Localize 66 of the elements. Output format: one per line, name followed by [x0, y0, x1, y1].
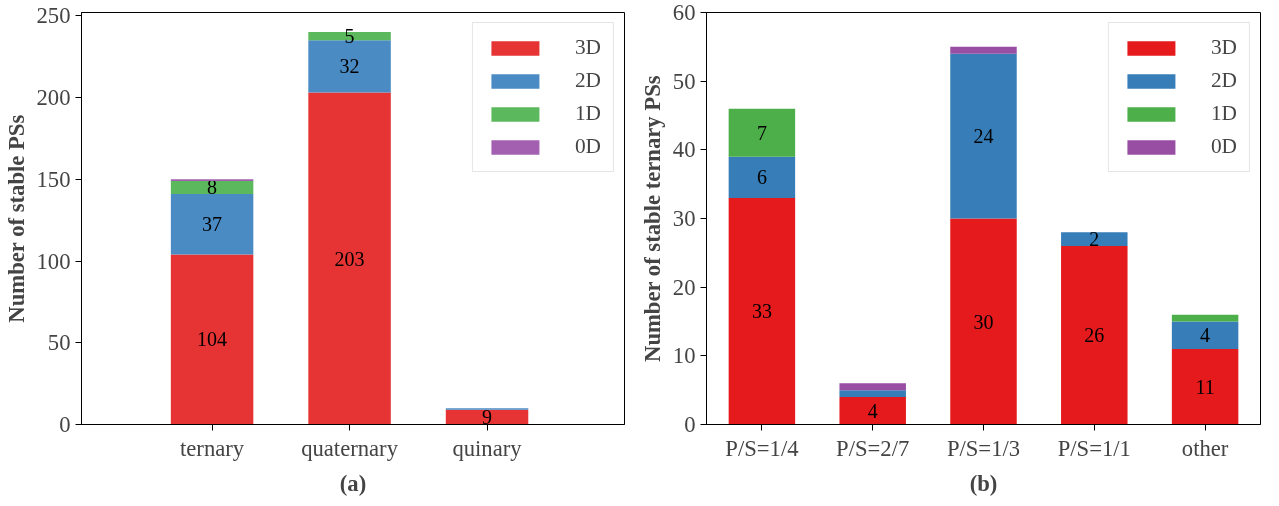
y-tick-label: 30 — [672, 206, 696, 231]
bar — [950, 53, 1017, 219]
y-tick-label: 150 — [36, 166, 71, 192]
y-tick-label: 50 — [47, 330, 71, 356]
legend-label: 0D — [574, 134, 601, 159]
x-tick-label: ternary — [180, 435, 245, 461]
text: (b) — [969, 470, 998, 496]
text: (a) — [339, 470, 367, 496]
bar — [950, 218, 1017, 425]
data-label: 11 — [1195, 375, 1215, 398]
y-tick-label: 60 — [672, 0, 696, 25]
bar — [1061, 232, 1128, 246]
x-tick-label: P/S=2/7 — [836, 435, 910, 461]
legend-label: 1D — [1210, 101, 1237, 126]
x-tick-label: P/S=1/1 — [1057, 435, 1131, 461]
bar — [1061, 245, 1128, 425]
bar — [1171, 314, 1239, 322]
data-label: 7 — [756, 121, 767, 144]
bar — [728, 197, 796, 425]
data-label: 4 — [867, 399, 878, 422]
y-tick-label: 20 — [672, 274, 696, 300]
y-tick-label: 10 — [672, 343, 696, 369]
legend-label: 2D — [574, 68, 601, 93]
data-label: 37 — [202, 213, 223, 236]
legend-label: 0D — [1210, 134, 1237, 159]
data-label: 24 — [973, 125, 994, 148]
bar — [728, 156, 796, 198]
y-tick-label: 250 — [36, 3, 71, 29]
y-tick-label: 0 — [684, 412, 696, 437]
bar — [728, 108, 796, 157]
bar — [1171, 348, 1239, 425]
legend-label: 3D — [1210, 35, 1237, 60]
bar — [170, 193, 254, 255]
data-label: 104 — [197, 328, 228, 351]
legend-label: 2D — [1210, 68, 1237, 93]
x-tick-label: P/S=1/4 — [725, 435, 799, 461]
data-label: 2 — [1089, 228, 1100, 251]
data-label: 203 — [334, 247, 365, 270]
y-tick-label: 0 — [59, 412, 71, 437]
bar — [308, 92, 391, 425]
bar — [839, 390, 906, 398]
x-tick-label: quaternary — [301, 435, 399, 461]
bar — [1171, 321, 1239, 349]
x-tick-label: other — [1181, 435, 1229, 461]
y-tick-label: 50 — [672, 68, 696, 94]
legend-label: 1D — [574, 101, 601, 126]
bar — [950, 46, 1017, 54]
data-label: 9 — [482, 406, 493, 429]
y-tick-label: 40 — [672, 137, 696, 163]
data-label: 32 — [339, 55, 360, 78]
x-tick-label: P/S=1/3 — [946, 435, 1021, 461]
bar — [170, 254, 254, 425]
data-label: 6 — [756, 166, 767, 189]
y-tick-label: 200 — [36, 85, 71, 111]
data-label: 4 — [1200, 324, 1211, 347]
data-label: 33 — [751, 300, 772, 323]
legend-label: 3D — [574, 35, 601, 60]
y-tick-label: 100 — [36, 248, 71, 274]
bar — [170, 180, 254, 194]
bar — [839, 397, 906, 425]
x-tick-label: quinary — [452, 435, 523, 461]
data-label: 26 — [1084, 324, 1105, 347]
bar — [839, 383, 906, 391]
y-axis-title: Number of stable PSs — [3, 114, 29, 323]
data-label: 30 — [973, 310, 994, 333]
y-axis-title: Number of stable ternary PSs — [639, 75, 665, 362]
